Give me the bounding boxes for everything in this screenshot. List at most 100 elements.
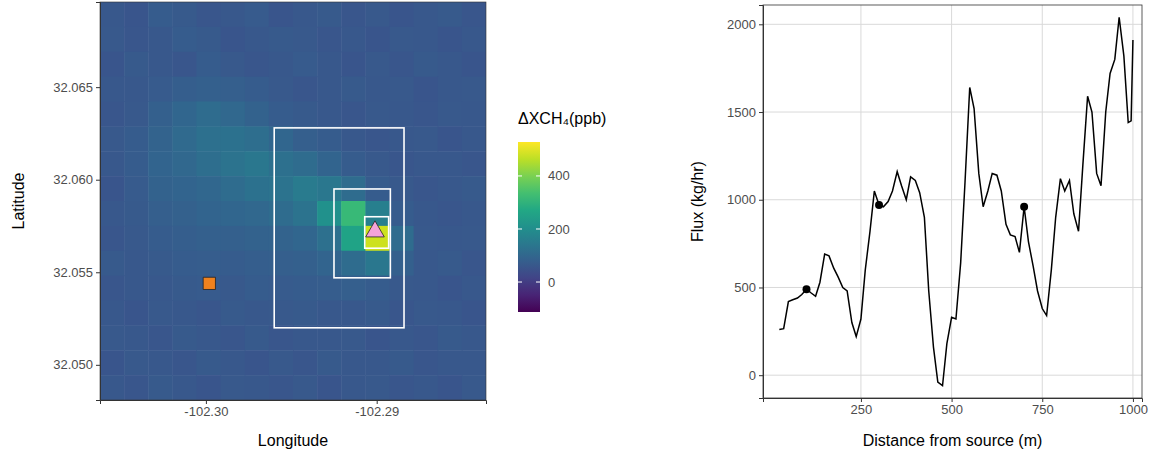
- heatmap-cell: [172, 226, 197, 251]
- heatmap-cell: [197, 151, 222, 176]
- heatmap-cell: [148, 176, 173, 201]
- heatmap-cell: [124, 126, 149, 151]
- heatmap-cell: [462, 27, 486, 52]
- heatmap-cell: [221, 176, 246, 201]
- heatmap-cell: [414, 350, 439, 375]
- heatmap-cell: [438, 77, 463, 102]
- heatmap-cell: [293, 102, 318, 127]
- heatmap-cell: [124, 77, 149, 102]
- heatmap-cell: [365, 126, 390, 151]
- heatmap-cell: [390, 325, 415, 350]
- heatmap-cell: [462, 176, 486, 201]
- axis-line: [96, 3, 101, 401]
- source-marker: [366, 221, 385, 237]
- heatmap-cell: [197, 77, 222, 102]
- tick: 500: [941, 398, 963, 417]
- heatmap-cell: [390, 27, 415, 52]
- heatmap-cell: [414, 2, 439, 27]
- heatmap-cell: [100, 251, 125, 276]
- tick-label: 1000: [727, 192, 756, 207]
- heatmap-cell: [197, 27, 222, 52]
- heatmap-cell: [172, 201, 197, 226]
- heatmap-cell: [245, 77, 270, 102]
- heatmap-cell: [245, 276, 270, 301]
- heatmap-cell: [148, 375, 173, 400]
- heatmap-cell: [341, 102, 366, 127]
- grid-line: [860, 5, 861, 398]
- heatmap-cell: [341, 151, 366, 176]
- tick-label: -102.30: [184, 404, 228, 419]
- heatmap-cell: [100, 325, 125, 350]
- heatmap-cell: [317, 325, 342, 350]
- data-point: [1020, 203, 1028, 211]
- heatmap-cell: [462, 276, 486, 301]
- tick: -102.29: [355, 400, 399, 419]
- heatmap-cell: [341, 2, 366, 27]
- heatmap-cell: [414, 325, 439, 350]
- line-plot: [779, 17, 1133, 385]
- heatmap-cell: [100, 151, 125, 176]
- heatmap-cell: [100, 226, 125, 251]
- heatmap-cell: [341, 350, 366, 375]
- heatmap-cell: [124, 52, 149, 77]
- tick: 1000: [727, 192, 763, 207]
- heatmap-cell: [269, 2, 294, 27]
- axis-line: [759, 6, 764, 399]
- heatmap-cell: [100, 276, 125, 301]
- heatmap-cell: [462, 350, 486, 375]
- heatmap-cell: [293, 276, 318, 301]
- heatmap-cell: [124, 301, 149, 326]
- heatmap-cell: [438, 151, 463, 176]
- grid-line: [763, 24, 1142, 25]
- heatmap-cell: [172, 52, 197, 77]
- tick: 1000: [1119, 398, 1148, 417]
- heatmap-cell: [148, 52, 173, 77]
- heatmap-cell: [245, 151, 270, 176]
- heatmap-cell: [269, 325, 294, 350]
- heatmap-cell: [341, 276, 366, 301]
- grid-line: [1042, 5, 1043, 398]
- heatmap-cell: [414, 126, 439, 151]
- tick: 0: [749, 368, 763, 383]
- data-point: [803, 285, 811, 293]
- heatmap-cell: [390, 77, 415, 102]
- heatmap-cell: [365, 201, 390, 226]
- heatmap-cell: [365, 350, 390, 375]
- heatmap-cell: [197, 276, 222, 301]
- heatmap-cell: [124, 176, 149, 201]
- tick-label: -102.29: [355, 404, 399, 419]
- reference-marker: [203, 277, 215, 289]
- heatmap-cell: [245, 201, 270, 226]
- heatmap-cell: [365, 301, 390, 326]
- heatmap-cell: [438, 276, 463, 301]
- heatmap-cell: [414, 77, 439, 102]
- tick-label: 2000: [727, 17, 756, 32]
- tick-mark: [759, 24, 763, 25]
- tick: 32.055: [53, 265, 100, 280]
- colorbar-tick: [536, 282, 540, 283]
- heatmap-cell: [269, 251, 294, 276]
- tick: 32.060: [53, 172, 100, 187]
- heatmap-cell: [148, 325, 173, 350]
- heatmap-cell: [317, 52, 342, 77]
- tick-mark: [96, 180, 100, 181]
- heatmap-cell: [197, 350, 222, 375]
- heatmap-cell: [100, 126, 125, 151]
- heatmap-cell: [124, 201, 149, 226]
- heatmap-cell: [390, 201, 415, 226]
- heatmap-cell: [172, 151, 197, 176]
- heatmap-cell: [462, 375, 486, 400]
- heatmap-cell: [245, 251, 270, 276]
- heatmap-cell: [390, 151, 415, 176]
- heatmap-cell: [269, 276, 294, 301]
- heatmap-cell: [148, 350, 173, 375]
- data-point: [875, 201, 883, 209]
- heatmap-cell: [438, 102, 463, 127]
- heatmap-cell: [148, 276, 173, 301]
- tick: 32.050: [53, 357, 100, 372]
- heatmap-cell: [365, 276, 390, 301]
- colorbar-tick-label: 200: [548, 222, 570, 237]
- heatmap-cell: [438, 201, 463, 226]
- heatmap-cell: [438, 301, 463, 326]
- heatmap-cell: [462, 2, 486, 27]
